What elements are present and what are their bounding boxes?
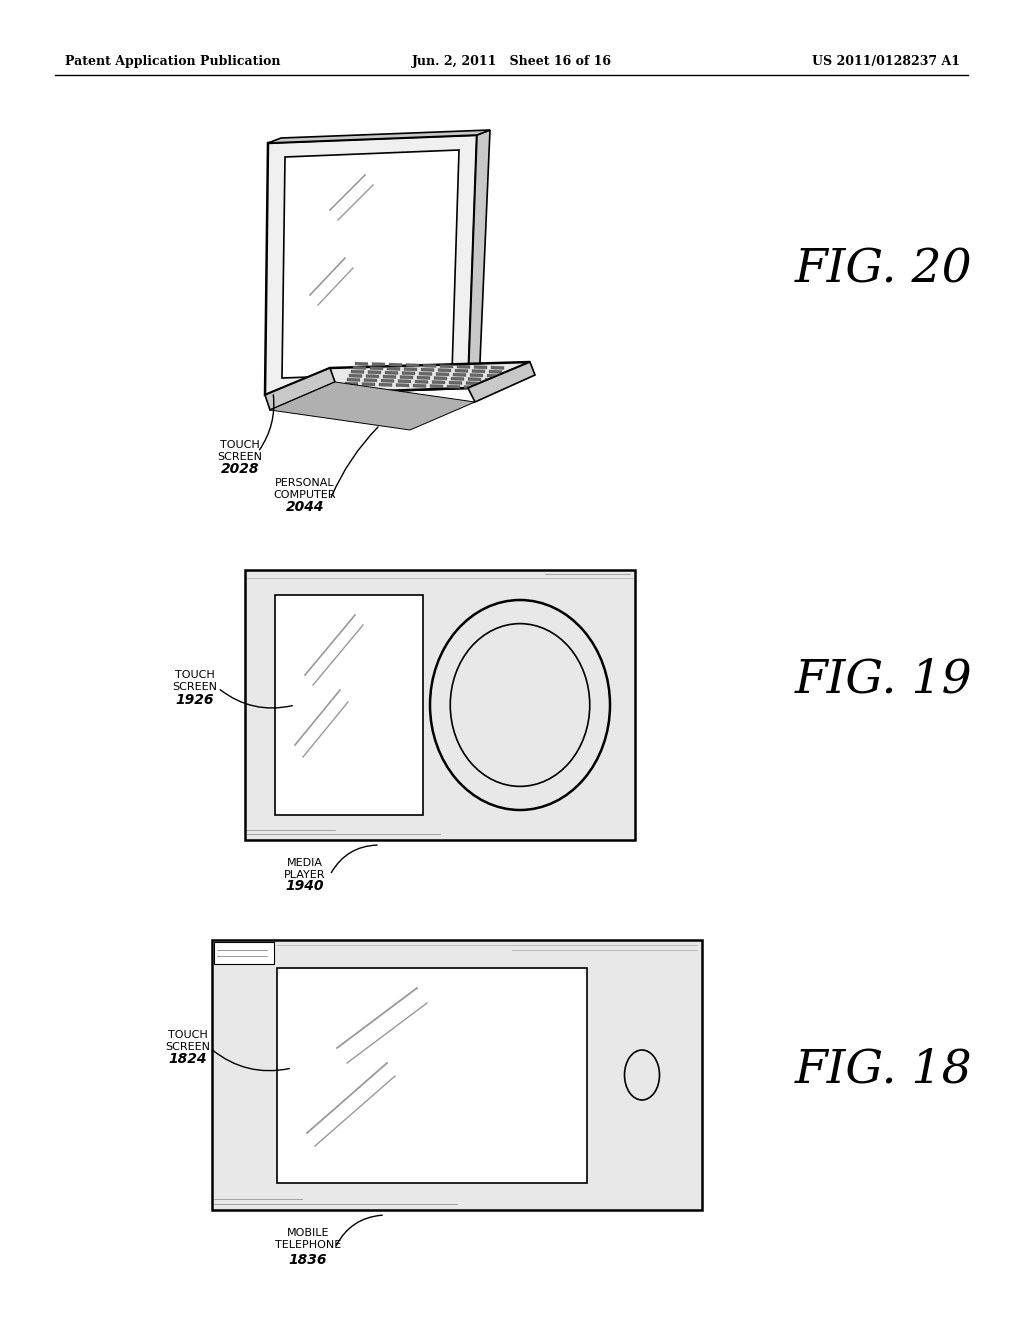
Text: 1926: 1926 xyxy=(176,693,214,708)
Polygon shape xyxy=(400,375,413,379)
Polygon shape xyxy=(270,381,475,430)
Text: US 2011/0128237 A1: US 2011/0128237 A1 xyxy=(812,55,961,69)
Polygon shape xyxy=(268,129,490,143)
FancyBboxPatch shape xyxy=(245,570,635,840)
FancyArrowPatch shape xyxy=(331,426,378,498)
Polygon shape xyxy=(421,368,434,371)
Polygon shape xyxy=(368,371,381,374)
Polygon shape xyxy=(402,371,415,375)
Text: Patent Application Publication: Patent Application Publication xyxy=(65,55,281,69)
Text: FIG. 20: FIG. 20 xyxy=(795,247,973,293)
FancyArrowPatch shape xyxy=(212,1049,290,1071)
Text: TOUCH
SCREEN: TOUCH SCREEN xyxy=(217,440,262,462)
Text: FIG. 18: FIG. 18 xyxy=(795,1047,973,1093)
Text: 1940: 1940 xyxy=(286,879,325,894)
Polygon shape xyxy=(483,381,496,385)
Ellipse shape xyxy=(625,1049,659,1100)
Polygon shape xyxy=(398,380,411,383)
Polygon shape xyxy=(347,378,360,381)
Polygon shape xyxy=(430,384,443,388)
FancyBboxPatch shape xyxy=(212,940,702,1210)
Ellipse shape xyxy=(430,601,610,810)
Polygon shape xyxy=(468,362,535,403)
Polygon shape xyxy=(453,374,466,376)
Polygon shape xyxy=(370,367,383,370)
Polygon shape xyxy=(474,366,487,370)
Text: MOBILE
TELEPHONE: MOBILE TELEPHONE xyxy=(274,1228,341,1250)
Text: 1824: 1824 xyxy=(169,1052,207,1067)
Polygon shape xyxy=(464,385,477,389)
Polygon shape xyxy=(406,363,419,367)
Polygon shape xyxy=(485,378,498,381)
Polygon shape xyxy=(366,375,379,378)
Polygon shape xyxy=(379,383,392,387)
Polygon shape xyxy=(468,129,490,388)
FancyArrowPatch shape xyxy=(332,845,377,873)
Polygon shape xyxy=(447,385,460,388)
Polygon shape xyxy=(432,380,445,384)
Polygon shape xyxy=(413,384,426,388)
FancyBboxPatch shape xyxy=(214,942,274,964)
Polygon shape xyxy=(265,362,530,395)
Polygon shape xyxy=(372,363,385,366)
Polygon shape xyxy=(383,375,396,379)
Text: FIG. 19: FIG. 19 xyxy=(795,657,973,702)
Polygon shape xyxy=(349,374,362,378)
Polygon shape xyxy=(282,150,459,378)
Polygon shape xyxy=(466,381,479,385)
Polygon shape xyxy=(385,371,398,375)
Polygon shape xyxy=(423,364,436,367)
Polygon shape xyxy=(481,385,494,389)
Polygon shape xyxy=(455,370,468,372)
Polygon shape xyxy=(436,372,449,376)
Polygon shape xyxy=(434,376,447,380)
Polygon shape xyxy=(451,378,464,380)
Polygon shape xyxy=(468,378,481,381)
Polygon shape xyxy=(490,366,504,370)
FancyArrowPatch shape xyxy=(336,1216,382,1246)
Polygon shape xyxy=(487,374,500,378)
FancyBboxPatch shape xyxy=(278,968,587,1183)
Polygon shape xyxy=(381,379,394,383)
Polygon shape xyxy=(419,372,432,375)
FancyArrowPatch shape xyxy=(260,395,273,450)
Polygon shape xyxy=(417,376,430,380)
Polygon shape xyxy=(265,135,477,395)
Polygon shape xyxy=(353,366,366,370)
Text: 1836: 1836 xyxy=(289,1253,328,1267)
Polygon shape xyxy=(470,374,483,378)
Text: PERSONAL
COMPUTER: PERSONAL COMPUTER xyxy=(273,478,336,499)
Polygon shape xyxy=(438,368,451,372)
Ellipse shape xyxy=(451,623,590,787)
Polygon shape xyxy=(404,367,417,371)
Polygon shape xyxy=(351,370,364,374)
FancyBboxPatch shape xyxy=(275,595,423,814)
Text: Jun. 2, 2011   Sheet 16 of 16: Jun. 2, 2011 Sheet 16 of 16 xyxy=(412,55,612,69)
Polygon shape xyxy=(364,379,377,381)
Text: MEDIA
PLAYER: MEDIA PLAYER xyxy=(285,858,326,879)
Polygon shape xyxy=(457,366,470,368)
Text: TOUCH
SCREEN: TOUCH SCREEN xyxy=(166,1030,211,1052)
FancyArrowPatch shape xyxy=(220,690,292,708)
Polygon shape xyxy=(489,370,502,374)
Polygon shape xyxy=(265,368,335,411)
Polygon shape xyxy=(345,381,358,385)
Polygon shape xyxy=(472,370,485,374)
Polygon shape xyxy=(387,367,400,371)
Text: 2044: 2044 xyxy=(286,500,325,513)
Polygon shape xyxy=(362,383,375,385)
Polygon shape xyxy=(415,380,428,384)
Text: TOUCH
SCREEN: TOUCH SCREEN xyxy=(172,671,217,692)
Polygon shape xyxy=(389,363,402,367)
Polygon shape xyxy=(355,362,368,366)
Text: 2028: 2028 xyxy=(221,462,259,477)
Polygon shape xyxy=(449,381,462,384)
Polygon shape xyxy=(440,364,453,368)
Polygon shape xyxy=(396,384,409,387)
